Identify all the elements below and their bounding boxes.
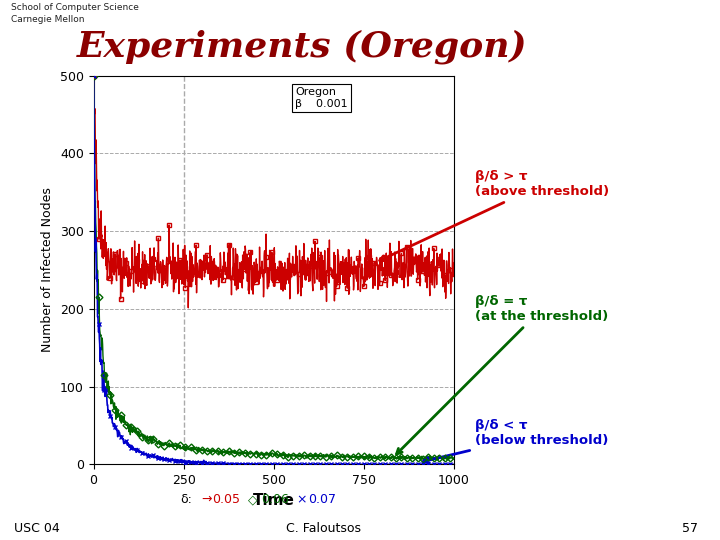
Text: School of Computer Science
Carnegie Mellon: School of Computer Science Carnegie Mell… — [11, 3, 139, 24]
Text: Oregon
β    0.001: Oregon β 0.001 — [295, 87, 348, 109]
Text: 0.07: 0.07 — [308, 493, 336, 506]
Text: C. Faloutsos: C. Faloutsos — [287, 522, 361, 535]
Text: 0.05: 0.05 — [212, 493, 240, 506]
Text: 57: 57 — [683, 522, 698, 535]
Text: ×: × — [297, 493, 307, 506]
Text: β/δ = τ
(at the threshold): β/δ = τ (at the threshold) — [397, 295, 608, 454]
Text: ◇: ◇ — [248, 493, 258, 506]
X-axis label: Time: Time — [253, 492, 294, 508]
Text: β/δ > τ
(above threshold): β/δ > τ (above threshold) — [379, 171, 609, 261]
Y-axis label: Number of Infected Nodes: Number of Infected Nodes — [41, 187, 54, 353]
Text: →: → — [202, 493, 212, 506]
Text: β/δ < τ
(below threshold): β/δ < τ (below threshold) — [423, 419, 608, 463]
Text: δ:: δ: — [180, 493, 192, 506]
Text: USC 04: USC 04 — [14, 522, 60, 535]
Text: 0.06: 0.06 — [261, 493, 289, 506]
Text: Experiments (Oregon): Experiments (Oregon) — [77, 30, 528, 64]
